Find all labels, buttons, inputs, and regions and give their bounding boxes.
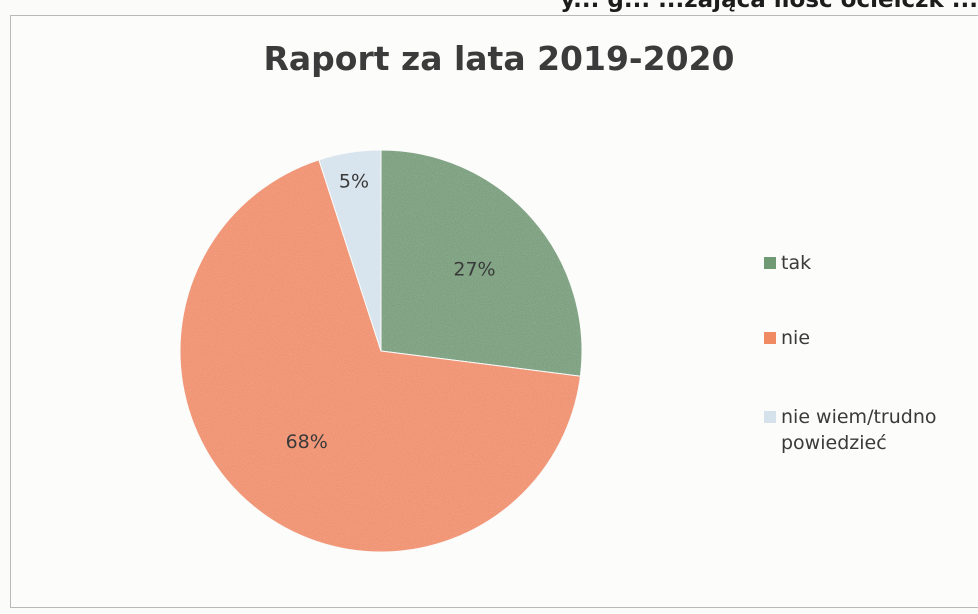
pie-slice-tak [380, 149, 583, 377]
pie-data-labels: 27% 68% 5% [286, 170, 496, 453]
legend-swatch-nie-wiem [764, 411, 776, 423]
legend-label-nie-wiem: nie wiem/trudno powiedzieć [781, 406, 937, 454]
legend-label-nie: nie [781, 327, 811, 349]
cropped-header-strip: y... g... ...zająca ilość ocielczk ... [0, 0, 978, 14]
legend-swatch-tak [764, 257, 776, 269]
legend-label-tak: tak [781, 252, 812, 274]
pie-slice-nie [179, 159, 581, 553]
data-label-nie: 68% [286, 431, 328, 453]
legend-swatch-nie [764, 332, 776, 344]
pie-slices [179, 149, 583, 553]
chart-title: Raport za lata 2019-2020 [263, 39, 735, 78]
cropped-header-text: y... g... ...zająca ilość ocielczk ... [560, 0, 978, 13]
data-label-tak: 27% [453, 259, 495, 281]
legend-item-nie: nie [764, 325, 971, 351]
legend-item-nie-wiem: nie wiem/trudno powiedzieć [764, 404, 971, 456]
data-label-nie-wiem: 5% [339, 170, 369, 192]
legend-item-tak: tak [764, 250, 971, 276]
pie-slice-nie-wiem [318, 149, 382, 352]
